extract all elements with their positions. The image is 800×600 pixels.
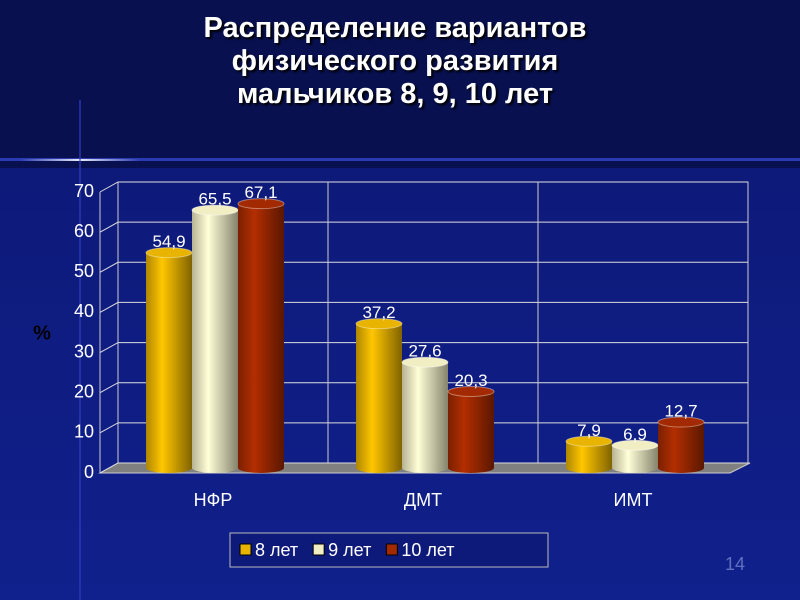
legend-label: 9 лет xyxy=(328,540,371,560)
legend-swatch xyxy=(239,543,252,556)
legend-label: 8 лет xyxy=(255,540,298,560)
slide-number: 14 xyxy=(725,554,745,574)
y-tick-label: 30 xyxy=(74,341,94,361)
x-tick-label: ИМТ xyxy=(614,490,653,510)
bar xyxy=(448,391,494,468)
value-label: 6,9 xyxy=(623,425,647,444)
bar-top xyxy=(565,435,613,447)
bar-base xyxy=(192,463,238,473)
title: Распределение вариантов физического разв… xyxy=(203,12,587,110)
x-tick-label: ДМТ xyxy=(404,490,442,510)
y-tick-label: 20 xyxy=(74,381,94,401)
bar-top xyxy=(401,356,449,368)
legend-swatch xyxy=(312,543,325,556)
x-tick-label: НФР xyxy=(194,490,233,510)
header-band xyxy=(0,0,800,168)
bar-base xyxy=(238,463,284,473)
value-label: 54,9 xyxy=(152,232,185,251)
bar-top xyxy=(355,318,403,330)
legend-swatch xyxy=(385,543,398,556)
bar-base xyxy=(566,463,612,473)
y-tick-label: 40 xyxy=(74,301,94,321)
y-tick-label: 10 xyxy=(74,422,94,442)
legend: 8 лет 9 лет 10 лет xyxy=(229,532,549,568)
bar-base xyxy=(658,463,704,473)
value-label: 37,2 xyxy=(362,303,395,322)
y-tick-label: 70 xyxy=(74,181,94,201)
value-label: 12,7 xyxy=(664,402,697,421)
bar-top xyxy=(447,386,495,398)
bar xyxy=(402,362,448,468)
bar-base xyxy=(146,463,192,473)
y-axis-label: % xyxy=(33,322,51,344)
value-label: 20,3 xyxy=(454,371,487,390)
bar-base xyxy=(356,463,402,473)
header-rule xyxy=(0,158,800,161)
bar-base xyxy=(448,463,494,473)
bar xyxy=(238,203,284,469)
bar xyxy=(612,445,658,468)
bar-base xyxy=(612,463,658,473)
bar-base xyxy=(402,463,448,473)
bar xyxy=(658,422,704,468)
y-tick-label: 0 xyxy=(84,462,94,482)
side-rule xyxy=(79,100,81,600)
bar-top xyxy=(237,198,285,210)
bar xyxy=(356,323,402,468)
bar-top xyxy=(657,416,705,428)
value-label: 67,1 xyxy=(244,183,277,202)
bar xyxy=(192,210,238,469)
bar xyxy=(146,252,192,468)
y-tick-label: 50 xyxy=(74,261,94,281)
value-label: 27,6 xyxy=(408,342,441,361)
y-tick-label: 60 xyxy=(74,221,94,241)
value-label: 7,9 xyxy=(577,421,601,440)
value-label: 65,5 xyxy=(198,190,231,209)
grid-line xyxy=(99,181,748,193)
legend-label: 10 лет xyxy=(401,540,454,560)
